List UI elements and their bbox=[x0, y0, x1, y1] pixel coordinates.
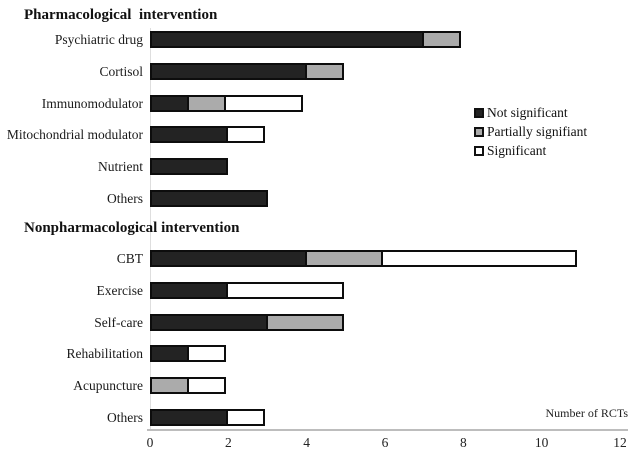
bar-segment-not-significant bbox=[150, 313, 268, 331]
bar-row: Mitochondrial modulator bbox=[0, 119, 640, 151]
category-label: Psychiatric drug bbox=[54, 32, 143, 48]
category-label: Acupuncture bbox=[73, 378, 143, 394]
bar-row: Nutrient bbox=[0, 151, 640, 183]
bar-segment-not-significant bbox=[150, 126, 229, 144]
y-axis-line bbox=[150, 28, 151, 430]
bar-segment-partially-signifiant bbox=[265, 313, 344, 331]
bar-track bbox=[150, 408, 266, 426]
bar-row: Cortisol bbox=[0, 56, 640, 88]
legend-item-significant: Significant bbox=[474, 141, 587, 160]
category-label: Others bbox=[107, 190, 143, 206]
category-label: Cortisol bbox=[99, 64, 143, 80]
bar-segment-not-significant bbox=[150, 31, 425, 49]
bar-row: CBT bbox=[0, 243, 640, 275]
category-label: CBT bbox=[116, 251, 143, 267]
bar-segment-not-significant bbox=[150, 250, 307, 268]
x-axis-tick-label: 12 bbox=[613, 435, 627, 450]
bar-segment-not-significant bbox=[150, 63, 307, 81]
bar-segment-partially-signifiant bbox=[150, 377, 190, 395]
bar-segment-partially-signifiant bbox=[422, 31, 462, 49]
bar-segment-partially-signifiant bbox=[304, 250, 383, 268]
bar-segment-not-significant bbox=[150, 189, 268, 207]
x-axis-tick-label: 0 bbox=[146, 435, 154, 450]
legend-label: Not significant bbox=[487, 105, 568, 120]
bar-track bbox=[150, 31, 462, 49]
bar-track bbox=[150, 158, 229, 176]
category-label: Mitochondrial modulator bbox=[6, 127, 143, 143]
bar-segment-not-significant bbox=[150, 345, 190, 363]
bar-segment-not-significant bbox=[150, 94, 190, 112]
group-nonpharmacological: Nonpharmacological intervention CBT Exerc… bbox=[0, 220, 640, 433]
bar-row: Rehabilitation bbox=[0, 338, 640, 370]
bar-row: Psychiatric drug bbox=[0, 24, 640, 56]
bar-row: Self-care bbox=[0, 306, 640, 338]
bar-track bbox=[150, 345, 227, 363]
group-rows-pharmacological: Psychiatric drug Cortisol Immunomodulator M… bbox=[0, 24, 640, 214]
bar-track bbox=[150, 94, 303, 112]
legend-label: Partially signifiant bbox=[487, 124, 588, 139]
legend-swatch-black-icon bbox=[474, 107, 484, 118]
bar-segment-significant bbox=[187, 377, 227, 395]
x-axis-tick-label: 10 bbox=[534, 435, 549, 450]
group-title-pharmacological: Pharmacological intervention bbox=[24, 7, 218, 23]
chart-legend: Not significant Partially signifiant Sig… bbox=[474, 103, 587, 160]
bar-segment-significant bbox=[226, 408, 266, 426]
bar-segment-not-significant bbox=[150, 408, 229, 426]
bar-segment-partially-signifiant bbox=[304, 63, 344, 81]
bar-track bbox=[150, 250, 577, 268]
x-axis-ticks: 0 2 4 6 8 10 12 bbox=[0, 435, 640, 455]
bar-row: Immunomodulator bbox=[0, 87, 640, 119]
x-axis-tick-label: 6 bbox=[381, 435, 389, 450]
group-rows-nonpharmacological: CBT Exercise Self-care Rehabilitation Acupun… bbox=[0, 243, 640, 433]
bar-row: Exercise bbox=[0, 275, 640, 307]
bar-track bbox=[150, 377, 227, 395]
category-label: Rehabilitation bbox=[66, 346, 144, 362]
bar-track bbox=[150, 63, 344, 81]
legend-item-partially-significant: Partially signifiant bbox=[474, 122, 587, 141]
x-axis-line bbox=[147, 429, 628, 431]
x-axis-tick-label: 4 bbox=[303, 435, 311, 450]
x-axis-title: Number of RCTs bbox=[545, 406, 629, 420]
bar-row: Acupuncture bbox=[0, 370, 640, 402]
bar-segment-significant bbox=[187, 345, 227, 363]
legend-label: Significant bbox=[487, 143, 547, 158]
bar-track bbox=[150, 313, 344, 331]
bar-segment-significant bbox=[380, 250, 577, 268]
bar-row: Others bbox=[0, 182, 640, 214]
bar-segment-partially-signifiant bbox=[187, 94, 227, 112]
x-axis-tick-label: 8 bbox=[459, 435, 467, 450]
bar-segment-not-significant bbox=[150, 158, 229, 176]
x-axis-tick-label: 2 bbox=[224, 435, 232, 450]
legend-swatch-white-icon bbox=[474, 145, 484, 156]
legend-item-not-significant: Not significant bbox=[474, 103, 587, 122]
bar-segment-significant bbox=[226, 126, 266, 144]
bar-track bbox=[150, 126, 266, 144]
category-label: Others bbox=[107, 409, 143, 425]
category-label: Nutrient bbox=[98, 159, 143, 175]
bar-row: Others bbox=[0, 401, 640, 433]
group-pharmacological: Pharmacological intervention Psychiatric… bbox=[0, 7, 640, 214]
bar-segment-not-significant bbox=[150, 282, 229, 300]
bar-segment-significant bbox=[226, 282, 344, 300]
group-title-nonpharmacological: Nonpharmacological intervention bbox=[24, 220, 240, 236]
bar-track bbox=[150, 282, 344, 300]
bar-segment-significant bbox=[224, 94, 303, 112]
category-label: Exercise bbox=[96, 283, 143, 299]
bar-track bbox=[150, 189, 268, 207]
category-label: Self-care bbox=[94, 314, 143, 330]
legend-swatch-gray-icon bbox=[474, 126, 484, 137]
category-label: Immunomodulator bbox=[41, 95, 143, 111]
